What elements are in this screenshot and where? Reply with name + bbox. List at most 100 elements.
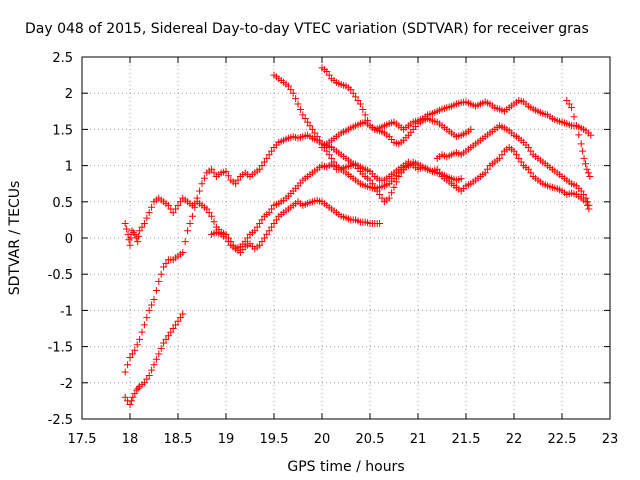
- data-point: [496, 154, 504, 162]
- data-point: [224, 172, 232, 180]
- data-point: [568, 104, 576, 112]
- x-tick-label: 18: [122, 432, 139, 447]
- x-tick-label: 20: [314, 432, 331, 447]
- data-point: [126, 401, 134, 409]
- data-point: [155, 277, 163, 285]
- data-point: [361, 111, 369, 119]
- data-point: [512, 151, 520, 159]
- y-tick-label: -2: [60, 377, 73, 392]
- data-point: [565, 100, 573, 108]
- plot-frame: [81, 56, 611, 420]
- data-point: [517, 158, 525, 166]
- data-point: [196, 187, 204, 195]
- data-point: [126, 241, 134, 249]
- data-point: [164, 201, 172, 209]
- data-point: [140, 321, 148, 329]
- data-point: [524, 144, 532, 151]
- data-point: [296, 105, 304, 113]
- data-point: [289, 89, 297, 97]
- x-tick-label: 22.5: [548, 432, 577, 447]
- data-point: [263, 154, 271, 162]
- data-point: [210, 218, 218, 226]
- data-point: [457, 175, 465, 183]
- data-point: [133, 386, 141, 394]
- data-point: [572, 122, 580, 130]
- y-tick-label: 1.5: [52, 123, 73, 138]
- data-point: [121, 393, 129, 401]
- y-tick-label: -1: [60, 304, 73, 319]
- data-point: [124, 361, 132, 369]
- data-point: [241, 238, 249, 246]
- data-point: [160, 263, 168, 271]
- data-point: [388, 189, 396, 197]
- data-point: [162, 335, 170, 343]
- data-point: [128, 350, 136, 358]
- data-point: [143, 214, 151, 222]
- data-point: [131, 346, 139, 354]
- data-layer: [121, 64, 595, 409]
- data-point: [200, 174, 208, 182]
- data-point: [129, 229, 137, 237]
- y-tick-label: 1: [65, 160, 73, 175]
- series-track-5: [270, 71, 465, 193]
- y-tick-label: 0: [65, 232, 73, 247]
- grid-layer: [82, 57, 610, 419]
- data-point: [263, 230, 271, 238]
- x-tick-label: 23: [602, 432, 619, 447]
- data-point: [136, 335, 144, 343]
- data-point: [268, 205, 276, 213]
- data-point: [124, 230, 132, 238]
- x-tick-label: 17.5: [68, 432, 97, 447]
- data-point: [582, 160, 590, 168]
- data-point: [145, 209, 153, 217]
- data-point: [172, 205, 180, 213]
- data-point: [481, 169, 489, 177]
- data-point: [172, 321, 180, 329]
- data-point: [359, 105, 367, 113]
- data-point: [583, 198, 591, 206]
- data-point: [258, 216, 266, 224]
- data-point: [299, 111, 307, 119]
- data-point: [570, 113, 578, 121]
- data-point: [256, 220, 264, 228]
- data-point: [323, 67, 331, 75]
- data-point: [577, 187, 585, 195]
- data-point: [234, 176, 242, 184]
- data-point: [232, 180, 240, 188]
- data-point: [311, 129, 319, 137]
- data-point: [265, 227, 273, 235]
- data-point: [287, 86, 295, 94]
- data-point: [390, 183, 398, 191]
- data-point: [193, 194, 201, 202]
- data-point: [579, 147, 587, 155]
- data-point: [145, 306, 153, 314]
- data-point: [133, 341, 141, 349]
- data-point: [169, 325, 177, 332]
- series-track-2: [121, 310, 187, 409]
- data-point: [174, 201, 182, 209]
- data-point: [498, 151, 506, 159]
- x-tick-label: 18.5: [164, 432, 193, 447]
- data-point: [127, 397, 135, 405]
- data-point: [169, 209, 177, 217]
- data-point: [325, 71, 333, 79]
- data-point: [244, 234, 252, 242]
- data-point: [385, 194, 393, 202]
- data-point: [129, 393, 137, 401]
- data-point: [136, 227, 144, 235]
- y-axis-label: SDTVAR / TECUs: [7, 181, 23, 296]
- data-point: [265, 151, 273, 159]
- y-tick-label: 2.5: [52, 51, 73, 66]
- data-point: [527, 147, 535, 155]
- series-track-9: [563, 96, 594, 180]
- data-point: [210, 169, 218, 177]
- x-axis-label: GPS time / hours: [287, 459, 404, 475]
- data-point: [128, 227, 136, 235]
- data-point: [198, 180, 206, 188]
- data-point: [224, 238, 232, 246]
- x-tick-label: 20.5: [356, 432, 385, 447]
- data-point: [167, 328, 175, 336]
- data-point: [179, 310, 187, 318]
- y-tick-label: 0.5: [52, 196, 73, 211]
- data-point: [184, 227, 192, 235]
